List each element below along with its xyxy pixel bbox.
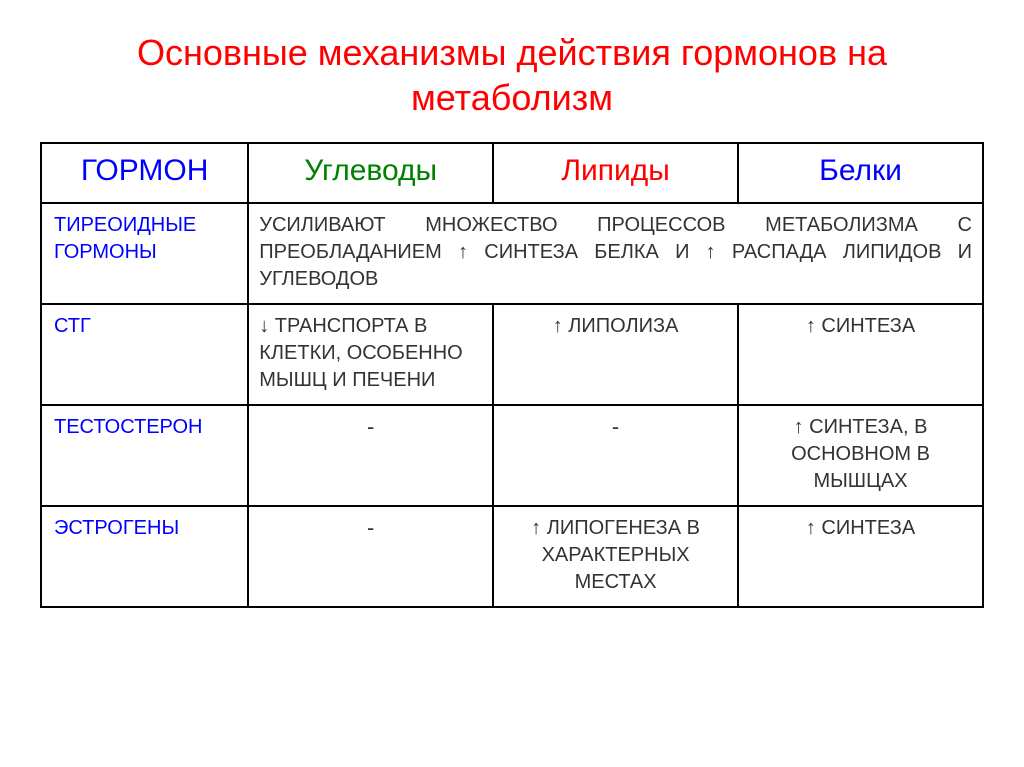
table-row: ЭСТРОГЕНЫ - ↑ ЛИПОГЕНЕЗА В ХАРАКТЕРНЫХ М… xyxy=(41,506,983,607)
header-proteins: Белки xyxy=(738,143,983,203)
hormone-table: ГОРМОН Углеводы Липиды Белки ТИРЕОИДНЫЕ … xyxy=(40,142,984,608)
cell-lipids: ↑ ЛИПОЛИЗА xyxy=(493,304,738,405)
table-header-row: ГОРМОН Углеводы Липиды Белки xyxy=(41,143,983,203)
cell-proteins: ↑ СИНТЕЗА xyxy=(738,506,983,607)
cell-carbs: ↓ ТРАНСПОРТА В КЛЕТКИ, ОСОБЕННО МЫШЦ И П… xyxy=(248,304,493,405)
table-body: ТИРЕОИДНЫЕ ГОРМОНЫ УСИЛИВАЮТ МНОЖЕСТВО П… xyxy=(41,203,983,607)
cell-hormone: ТЕСТОСТЕРОН xyxy=(41,405,248,506)
table-row: ТЕСТОСТЕРОН - - ↑ СИНТЕЗА, В ОСНОВНОМ В … xyxy=(41,405,983,506)
table-row: ТИРЕОИДНЫЕ ГОРМОНЫ УСИЛИВАЮТ МНОЖЕСТВО П… xyxy=(41,203,983,304)
cell-hormone: ТИРЕОИДНЫЕ ГОРМОНЫ xyxy=(41,203,248,304)
cell-lipids: - xyxy=(493,405,738,506)
header-lipids: Липиды xyxy=(493,143,738,203)
cell-hormone: ЭСТРОГЕНЫ xyxy=(41,506,248,607)
header-hormone: ГОРМОН xyxy=(41,143,248,203)
cell-carbs: - xyxy=(248,405,493,506)
cell-lipids: ↑ ЛИПОГЕНЕЗА В ХАРАКТЕРНЫХ МЕСТАХ xyxy=(493,506,738,607)
table-row: СТГ ↓ ТРАНСПОРТА В КЛЕТКИ, ОСОБЕННО МЫШЦ… xyxy=(41,304,983,405)
cell-proteins: ↑ СИНТЕЗА xyxy=(738,304,983,405)
header-carbs: Углеводы xyxy=(248,143,493,203)
slide: Основные механизмы действия гормонов на … xyxy=(0,0,1024,767)
cell-proteins: ↑ СИНТЕЗА, В ОСНОВНОМ В МЫШЦАХ xyxy=(738,405,983,506)
cell-span: УСИЛИВАЮТ МНОЖЕСТВО ПРОЦЕССОВ МЕТАБОЛИЗМ… xyxy=(248,203,983,304)
page-title: Основные механизмы действия гормонов на … xyxy=(40,30,984,120)
cell-carbs: - xyxy=(248,506,493,607)
cell-hormone: СТГ xyxy=(41,304,248,405)
